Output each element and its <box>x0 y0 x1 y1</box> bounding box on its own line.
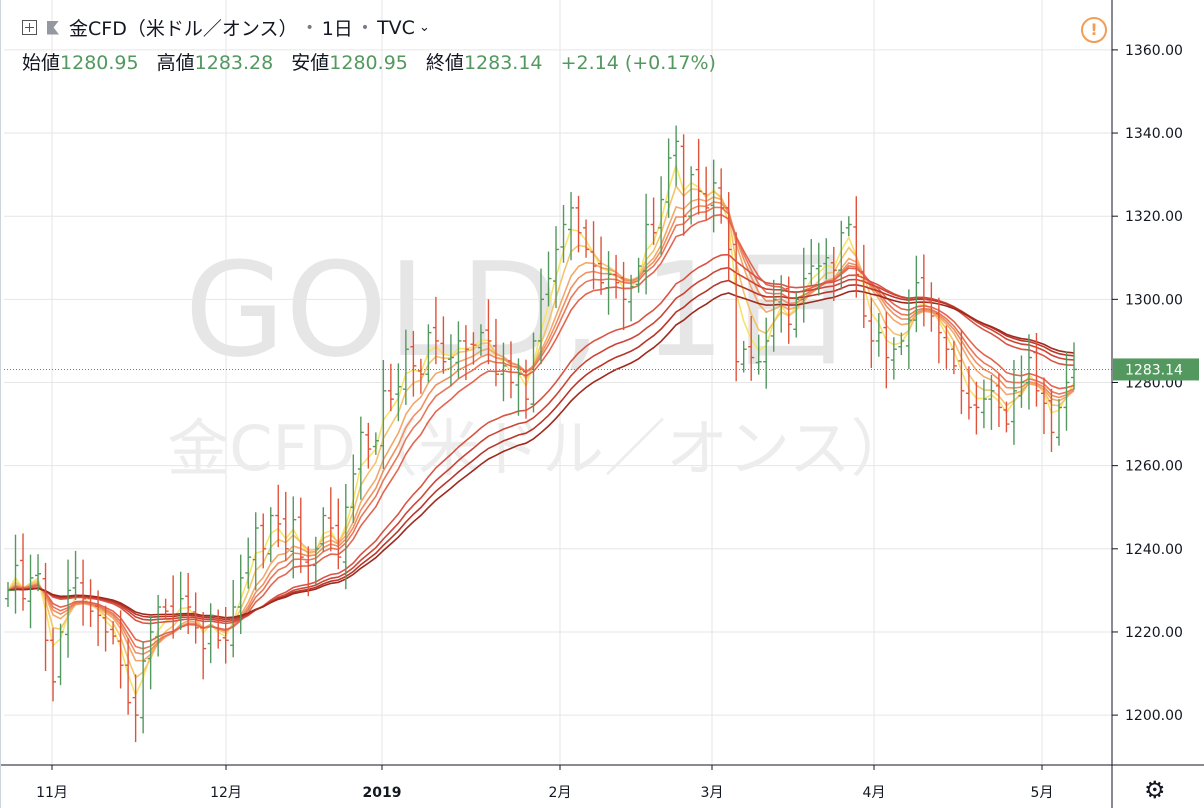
y-tick-label: 1240.00 <box>1125 542 1183 558</box>
last-price-label-box <box>1113 358 1199 381</box>
y-tick-label: 1220.00 <box>1125 625 1183 641</box>
ma-line-35 <box>7 266 1075 623</box>
y-tick-label: 1320.00 <box>1125 209 1183 225</box>
y-tick-label: 1300.00 <box>1125 292 1183 308</box>
ma-line-45 <box>7 289 1075 619</box>
y-tick-label: 1340.00 <box>1125 126 1183 142</box>
x-tick-label: 5月 <box>1031 785 1054 801</box>
x-tick-label: 4月 <box>863 785 886 801</box>
y-tick-label: 1360.00 <box>1125 43 1183 59</box>
last-price-label: 1283.14 <box>1125 362 1183 378</box>
ma-line-40 <box>7 279 1075 621</box>
x-tick-label: 2月 <box>549 785 572 801</box>
y-tick-label: 1200.00 <box>1125 708 1183 724</box>
x-tick-label: 2019 <box>363 785 402 801</box>
gear-icon[interactable]: ⚙ <box>1144 776 1166 804</box>
y-tick-label: 1260.00 <box>1125 459 1183 475</box>
watermark-title: GOLD, 1日 <box>185 234 856 386</box>
x-tick-label: 3月 <box>701 785 724 801</box>
warning-icon[interactable]: ! <box>1081 17 1107 43</box>
x-tick-label: 12月 <box>210 785 242 801</box>
x-tick-label: 11月 <box>36 785 68 801</box>
